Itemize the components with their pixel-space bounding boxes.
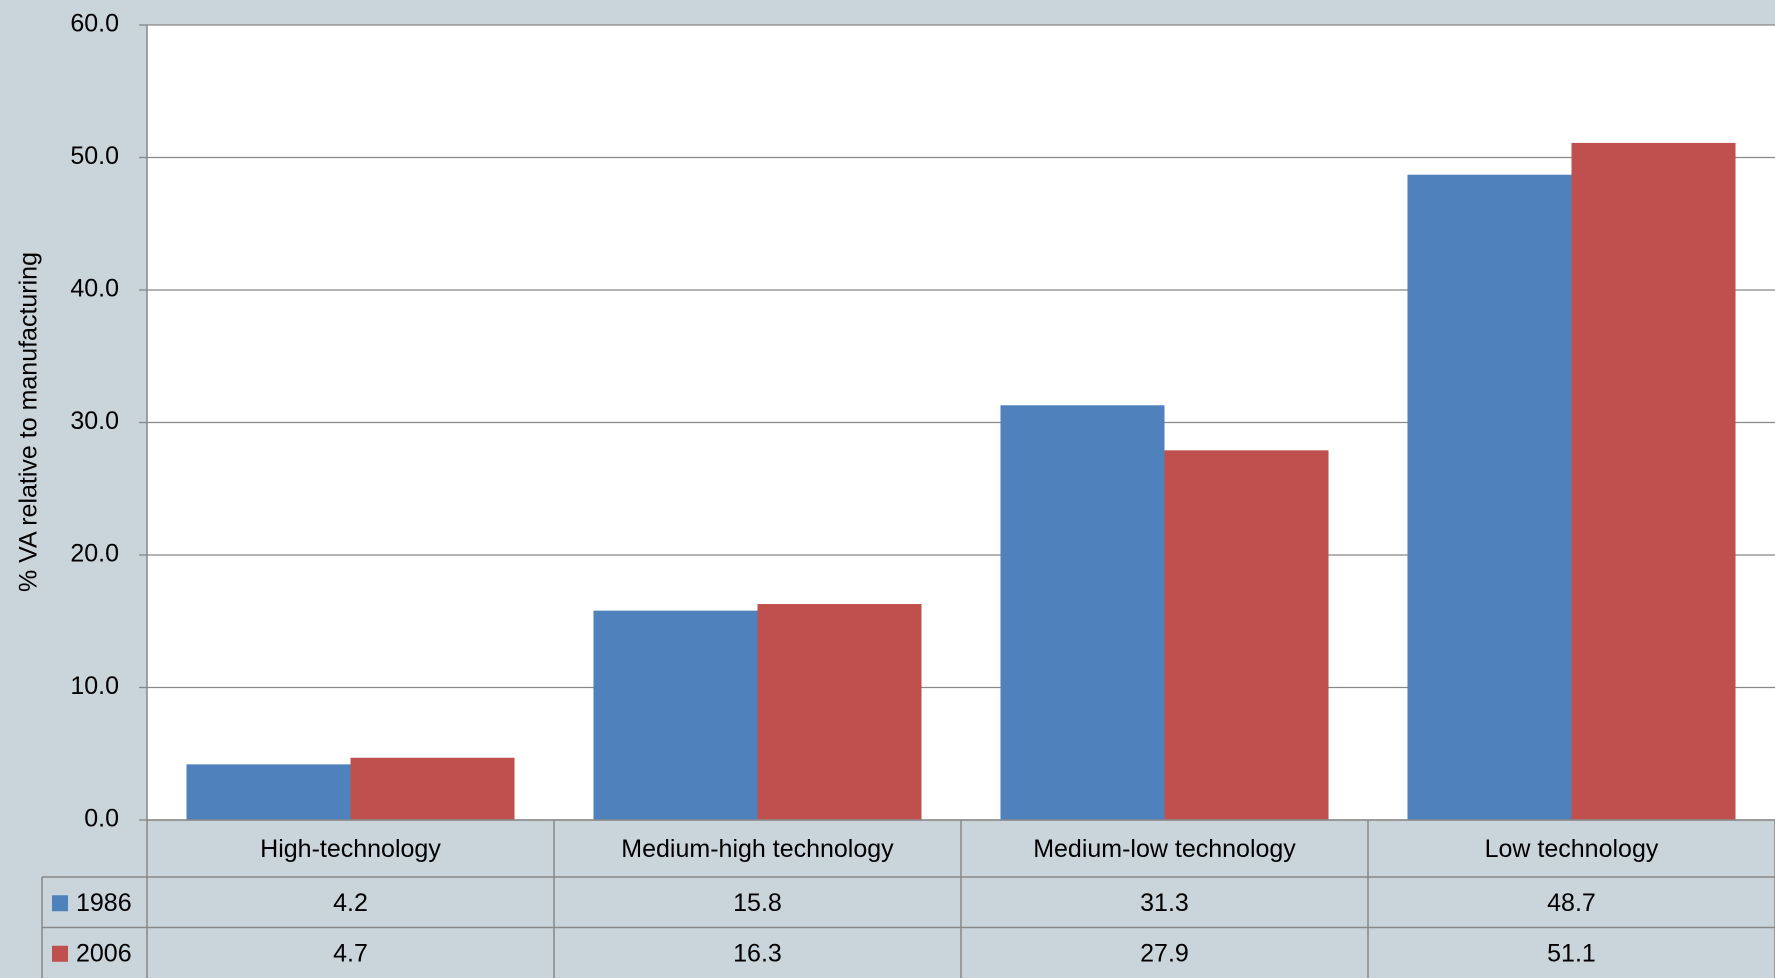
x-tick-label: High-technology [260, 835, 441, 863]
table-cell: 27.9 [1140, 939, 1189, 967]
bar [186, 764, 351, 820]
bar [350, 757, 515, 820]
y-tick-label: 60.0 [70, 10, 119, 38]
legend-swatch [52, 895, 68, 912]
y-tick-label: 0.0 [84, 805, 119, 833]
y-tick-label: 30.0 [70, 407, 119, 435]
bar [1571, 142, 1736, 821]
y-tick-label: 10.0 [70, 672, 119, 700]
table-cell: 48.7 [1547, 889, 1596, 917]
legend-swatch [52, 945, 68, 962]
y-axis-label: % VA relative to manufacturing [15, 252, 43, 592]
table-cell: 4.7 [333, 939, 368, 967]
bar [1164, 450, 1329, 820]
y-tick-label: 40.0 [70, 275, 119, 303]
x-tick-label: Medium-high technology [621, 835, 894, 863]
bar [757, 604, 922, 820]
y-tick-label: 50.0 [70, 142, 119, 170]
table-cell: 15.8 [733, 889, 782, 917]
table-cell: 4.2 [333, 889, 368, 917]
x-tick-label: Low technology [1485, 835, 1659, 863]
legend-label: 2006 [76, 939, 132, 967]
bar [593, 610, 758, 820]
table-cell: 31.3 [1140, 889, 1189, 917]
table-cell: 51.1 [1547, 939, 1596, 967]
table-cell: 16.3 [733, 939, 782, 967]
x-tick-label: Medium-low technology [1033, 835, 1296, 863]
y-tick-label: 20.0 [70, 540, 119, 568]
legend-label: 1986 [76, 889, 132, 917]
bar [1000, 405, 1165, 820]
bar [1407, 174, 1572, 821]
